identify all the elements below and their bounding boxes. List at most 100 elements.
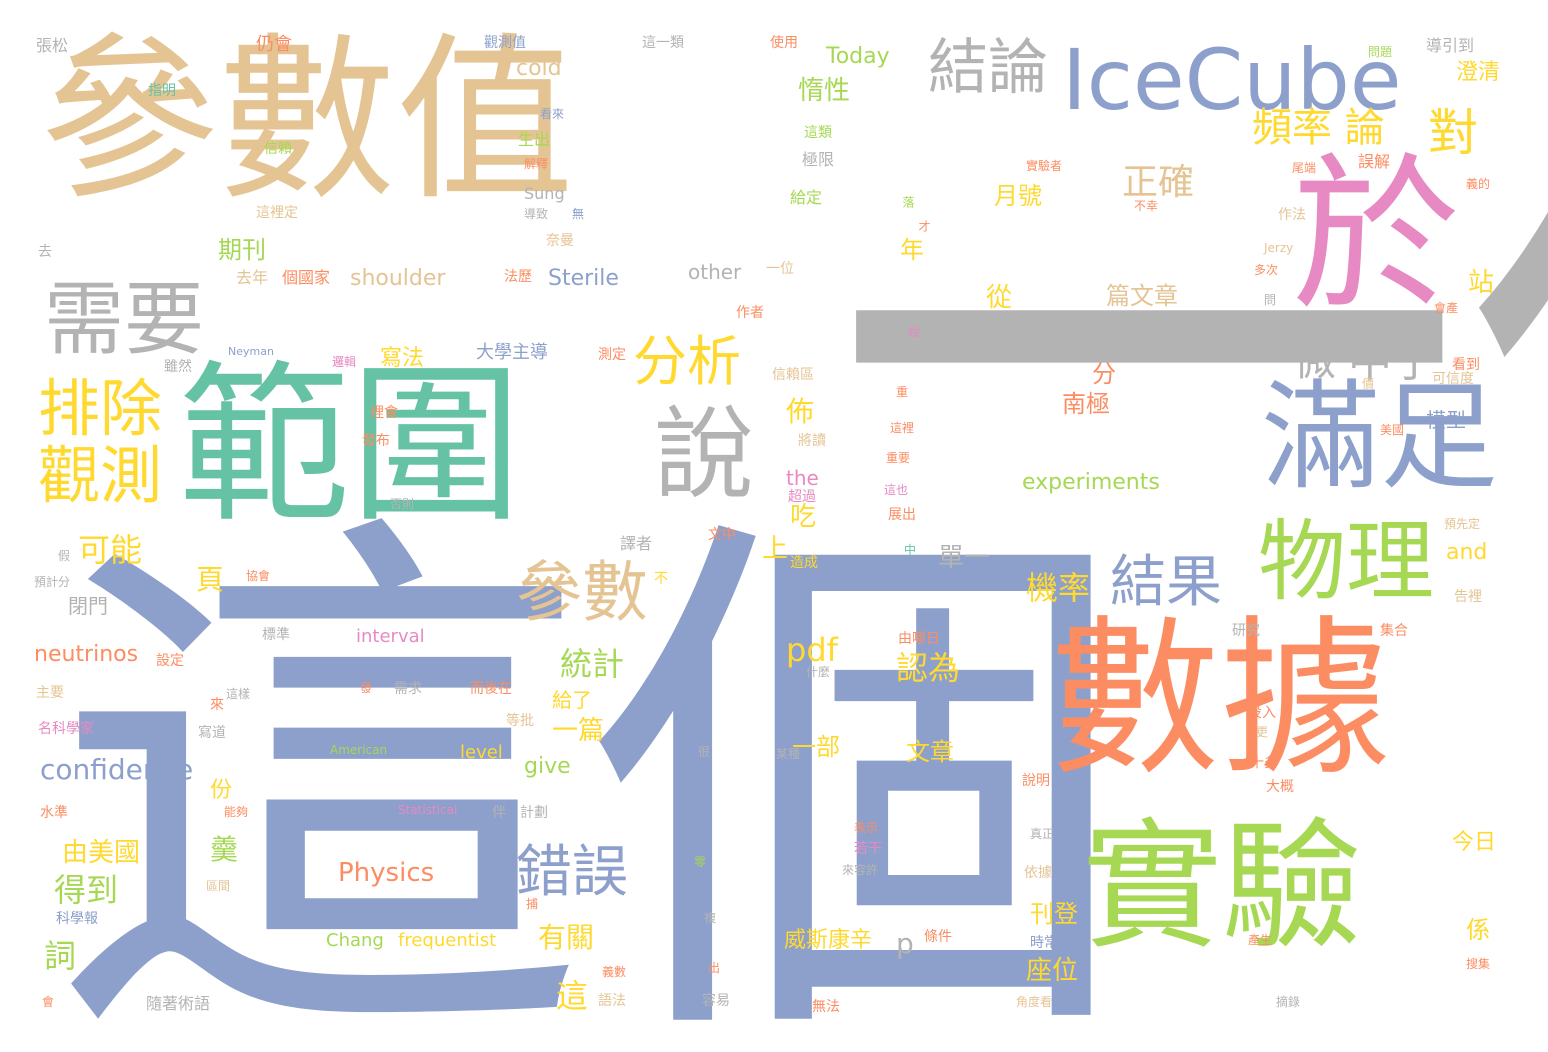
cloud-word-w41: the bbox=[786, 466, 819, 490]
cloud-word-w56: 月號 bbox=[994, 182, 1042, 210]
cloud-word-w98: 信賴 bbox=[264, 141, 292, 157]
cloud-word-w115: 個國家 bbox=[282, 268, 331, 287]
cloud-word-w79: 羹 bbox=[210, 833, 239, 866]
cloud-word-w178: 依據 bbox=[1024, 865, 1052, 881]
cloud-word-w72: 刊登 bbox=[1030, 900, 1078, 928]
cloud-word-w127: 看到 bbox=[1452, 357, 1480, 373]
cloud-word-w11: 說 bbox=[654, 396, 754, 513]
cloud-word-w73: 座位 bbox=[1026, 956, 1079, 986]
cloud-word-w183: 複 bbox=[704, 911, 717, 925]
cloud-word-w19: 結果 bbox=[1110, 550, 1222, 615]
cloud-word-w81: 大學主導 bbox=[476, 342, 548, 363]
cloud-word-w181: 區間 bbox=[206, 879, 231, 893]
cloud-word-w136: 展出 bbox=[888, 507, 916, 523]
cloud-word-w102: 極限 bbox=[802, 150, 835, 169]
cloud-word-w78: 份 bbox=[210, 778, 233, 803]
cloud-word-w95: 導引到 bbox=[1426, 36, 1475, 55]
cloud-word-w166: 某種 bbox=[776, 747, 801, 761]
cloud-word-w38: cold bbox=[516, 56, 562, 81]
cloud-word-w197: 才 bbox=[917, 220, 931, 232]
cloud-word-w4: 範圍 bbox=[178, 345, 522, 546]
cloud-word-w94: 問題 bbox=[1368, 45, 1393, 59]
cloud-word-w22: 頻率 論 bbox=[1252, 105, 1385, 151]
cloud-word-w201: 義數 bbox=[602, 965, 627, 979]
cloud-word-w106: 給定 bbox=[790, 188, 823, 207]
cloud-word-w177: 真正 bbox=[1030, 827, 1055, 841]
cloud-word-w128: 可信度 bbox=[1432, 371, 1474, 387]
cloud-word-w176: 來容許 bbox=[842, 863, 879, 877]
cloud-word-w35: shoulder bbox=[350, 266, 446, 291]
cloud-word-w169: 大概 bbox=[1266, 779, 1294, 795]
cloud-word-w146: 告裡 bbox=[1454, 589, 1482, 605]
cloud-word-w116: 法歷 bbox=[504, 269, 532, 285]
cloud-word-w101: 這類 bbox=[804, 125, 832, 141]
cloud-word-w93: 使用 bbox=[770, 35, 798, 51]
cloud-word-w17: 分析 bbox=[633, 330, 741, 393]
cloud-word-w199: 價 bbox=[1362, 377, 1375, 391]
cloud-word-w20: 中子 bbox=[1348, 336, 1436, 387]
cloud-word-w80: 寫法 bbox=[380, 346, 425, 371]
cloud-word-w120: 會產 bbox=[1434, 301, 1459, 315]
cloud-word-w133: 重要 bbox=[886, 451, 911, 465]
cloud-word-w71: 由美國 bbox=[62, 838, 141, 868]
cloud-word-w184: 條件 bbox=[924, 929, 952, 945]
cloud-word-w3: 參數值 bbox=[40, 17, 574, 224]
cloud-word-w119: 作者 bbox=[736, 305, 764, 321]
cloud-word-w89: 張松 bbox=[36, 36, 69, 55]
cloud-word-w193: 無法 bbox=[812, 999, 840, 1015]
cloud-word-w28: 機率 bbox=[1026, 569, 1091, 607]
cloud-word-w62: 上 bbox=[762, 534, 789, 564]
cloud-word-w36: Sterile bbox=[548, 266, 619, 291]
cloud-word-w65: 一部 bbox=[792, 733, 840, 761]
cloud-word-w55: 期刊 bbox=[218, 236, 266, 264]
cloud-word-w141: 文中 bbox=[708, 527, 736, 543]
cloud-word-w8: IceCube bbox=[1062, 31, 1402, 129]
cloud-word-w44: interval bbox=[356, 626, 425, 647]
cloud-word-w123: 雖然 bbox=[164, 359, 192, 375]
cloud-word-w150: 集合 bbox=[1380, 623, 1408, 639]
cloud-word-w124: 邏輯 bbox=[332, 355, 357, 369]
cloud-word-w192: 出 bbox=[708, 961, 721, 975]
cloud-word-w69: 得到 bbox=[54, 871, 119, 909]
cloud-word-w157: 而後在 bbox=[470, 681, 512, 697]
cloud-word-w91: 觀測值 bbox=[484, 35, 526, 51]
cloud-word-w52: Jerzy bbox=[1264, 241, 1294, 255]
cloud-word-w48: Association bbox=[828, 567, 908, 583]
cloud-word-w185: 時常會 bbox=[1030, 935, 1072, 951]
cloud-word-w196: 落 bbox=[901, 196, 915, 208]
cloud-word-w27: 統計 bbox=[560, 645, 625, 683]
cloud-word-w2: 這個 bbox=[50, 476, 1130, 1052]
cloud-word-w135: 這也 bbox=[884, 483, 909, 497]
cloud-word-w118: 一位 bbox=[766, 261, 794, 277]
cloud-word-w187: 搜集 bbox=[1466, 957, 1491, 971]
cloud-word-w63: 頁 bbox=[196, 563, 225, 596]
cloud-word-w77: 給了 bbox=[552, 688, 592, 712]
cloud-word-w88: 誤解 bbox=[1358, 152, 1391, 171]
cloud-word-w53: 惰性 bbox=[798, 76, 851, 106]
cloud-word-w24: 正確 bbox=[1122, 162, 1195, 203]
cloud-word-w70: 詞 bbox=[44, 937, 77, 975]
cloud-word-w112: 去 bbox=[38, 244, 52, 260]
cloud-word-w160: 來 bbox=[210, 697, 224, 713]
cloud-word-w165: 很 bbox=[698, 745, 711, 759]
cloud-word-w142: 造成 bbox=[790, 555, 818, 571]
cloud-word-w15: 結論 bbox=[928, 33, 1048, 103]
cloud-word-w1: 一個 bbox=[828, 0, 1548, 737]
cloud-word-w180: 科學報 bbox=[56, 911, 98, 927]
cloud-word-w152: 設定 bbox=[156, 653, 184, 669]
cloud-word-w189: 隨著術語 bbox=[146, 994, 211, 1013]
cloud-word-w147: 不 bbox=[654, 571, 668, 587]
cloud-word-w40: Sung bbox=[524, 184, 565, 203]
cloud-word-w21: 微 bbox=[1294, 336, 1337, 385]
cloud-word-w54: 年 bbox=[900, 236, 924, 264]
cloud-word-w173: 計劃 bbox=[520, 805, 548, 821]
cloud-word-w132: 這裡 bbox=[890, 421, 915, 435]
cloud-word-w37: other bbox=[688, 260, 742, 284]
cloud-word-w134: 美國 bbox=[1380, 423, 1405, 437]
cloud-word-w170: 水準 bbox=[40, 805, 68, 821]
cloud-word-w158: 什麼 bbox=[806, 665, 831, 679]
cloud-word-w6: 實驗 bbox=[1082, 806, 1363, 969]
cloud-word-w161: 寫道 bbox=[198, 725, 226, 741]
cloud-word-w155: 發 bbox=[360, 681, 373, 695]
